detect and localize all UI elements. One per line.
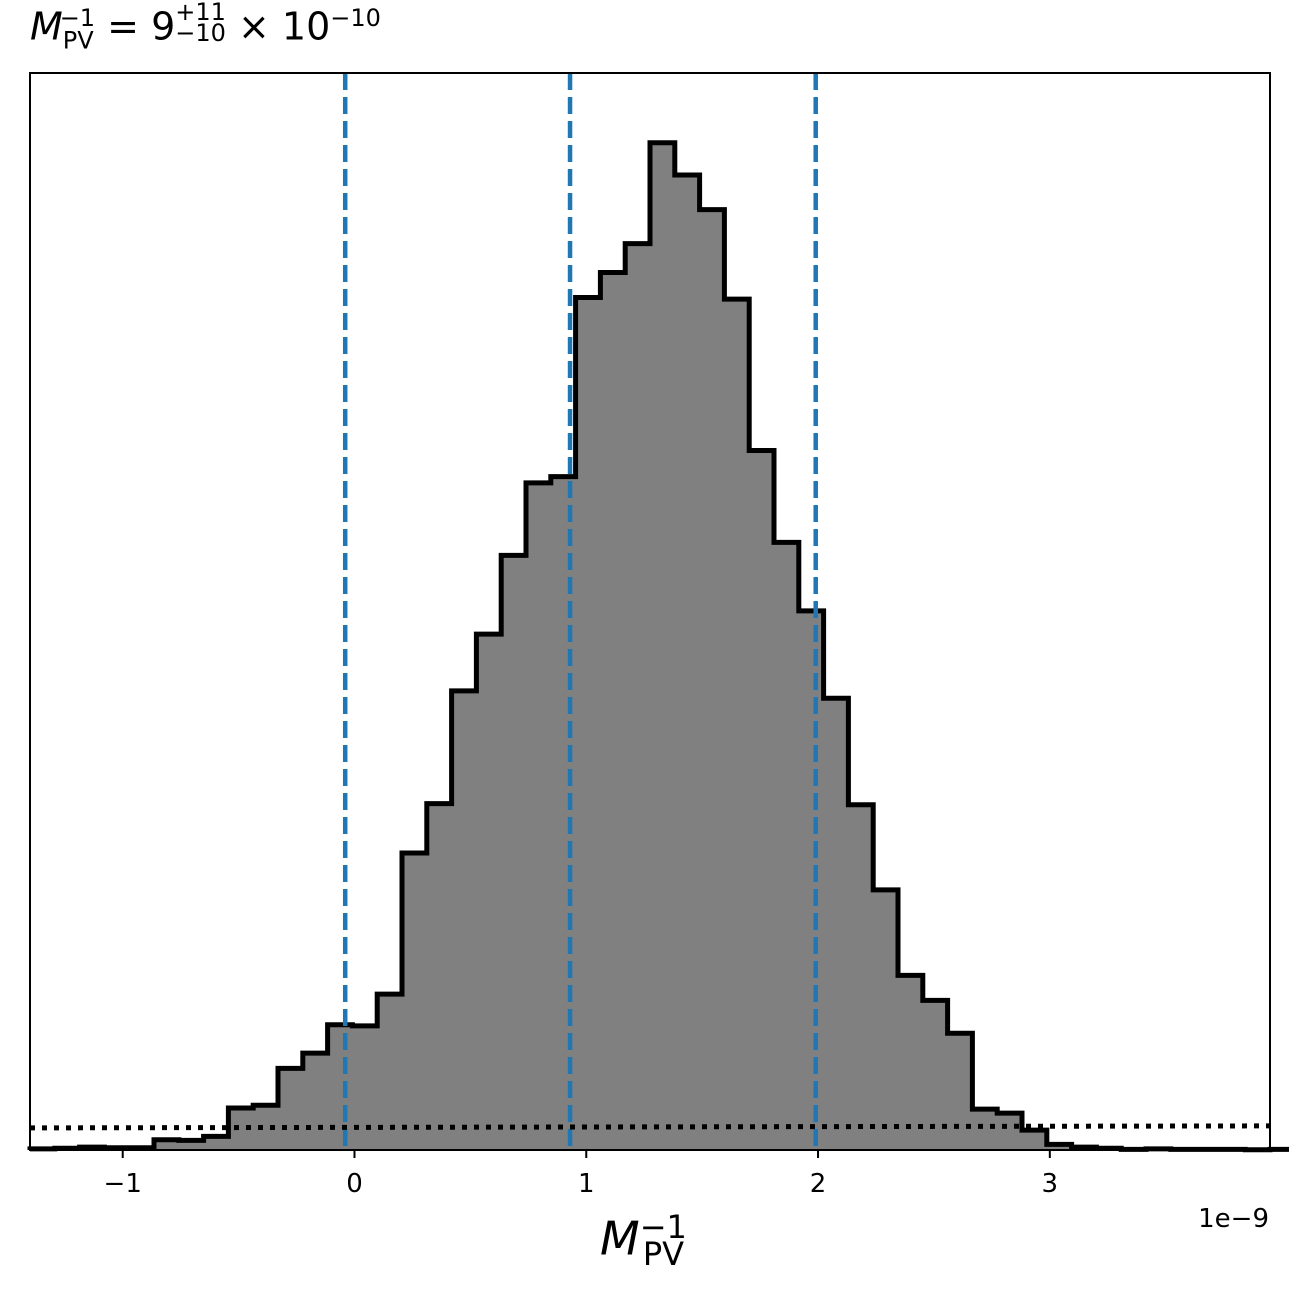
histogram-bar [1022,1130,1048,1150]
histogram-bar [823,698,849,1150]
title-eq: = 9 [95,4,176,49]
axis-offset-label: 1e−9 [1198,1204,1269,1234]
histogram-bar [650,142,676,1151]
histogram-outline [27,140,1289,1153]
histogram-bars [27,140,1289,1153]
reference-lines [29,73,1271,1150]
histogram-bar [426,803,453,1150]
histogram-bar [575,297,601,1150]
xlabel-symbol: M [600,1211,640,1266]
histogram-bar [699,209,725,1150]
histogram-bar [451,690,477,1150]
histogram-bar [774,542,800,1150]
x-tick-label: 0 [346,1169,363,1199]
prior-line [29,1123,1271,1131]
histogram-bar [625,243,651,1150]
histogram-bar [848,804,874,1150]
histogram-bar [302,1053,329,1150]
title-times: × 10 [225,4,331,49]
title-exp: −10 [330,4,381,32]
histogram-bar [898,975,924,1150]
axes: −1 0 1 2 3 [29,72,1271,1199]
x-tick-label: −1 [104,1169,142,1199]
x-tick-label: 3 [1042,1169,1059,1199]
histogram-bar [947,1033,973,1150]
histogram-bar [501,555,527,1150]
histogram-bar [178,1140,205,1150]
x-tick-label: 1 [578,1169,595,1199]
title-sup: −1 [59,4,96,32]
histogram-bar [997,1113,1023,1150]
histogram-bar [526,482,552,1150]
histogram-bar [600,272,626,1150]
histogram-bar [873,889,899,1150]
chart-title: MPV−1 = 9 +11 −10 × 10−10 [30,0,381,55]
histogram-bar [674,175,701,1150]
histogram-bar [203,1136,229,1150]
histogram-bar [550,476,577,1151]
histogram-bar [749,450,775,1150]
histogram-bar [377,994,403,1150]
title-sub: PV [62,26,94,55]
histogram-bar [278,1068,304,1150]
histogram-bar [972,1109,998,1150]
histogram-bar [476,634,502,1150]
xlabel-sup: −1 [639,1208,687,1246]
x-axis-label: M−1PV [600,1208,687,1273]
histogram-bar [724,299,750,1150]
histogram-bar [154,1139,180,1150]
histogram-bar [327,1024,353,1150]
title-symbol: M [30,4,63,49]
histogram-bar [798,610,825,1150]
histogram-bar [402,852,428,1150]
histogram-bar [1046,1144,1073,1150]
histogram-bar [352,1025,378,1150]
x-tick-label: 2 [810,1169,827,1199]
title-plus: +11 [175,0,226,26]
title-minus: −10 [175,19,226,48]
plot-frame [29,72,1271,1151]
xlabel-sub: PV [642,1234,685,1273]
